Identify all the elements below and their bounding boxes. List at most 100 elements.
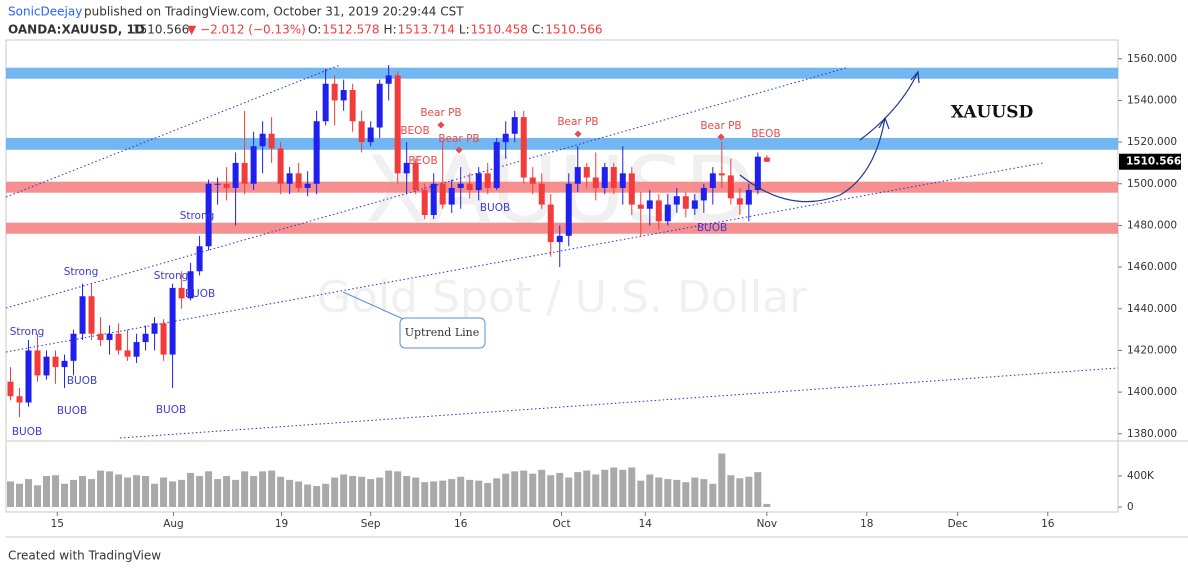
volume-bar bbox=[430, 481, 438, 507]
candle-body bbox=[16, 396, 23, 403]
volume-bar bbox=[232, 479, 240, 507]
annotation: BEOB bbox=[751, 128, 780, 140]
annotation: BUOB bbox=[156, 404, 186, 416]
volume-bar bbox=[268, 470, 276, 507]
price: 1510.566 bbox=[132, 23, 189, 37]
candle-body bbox=[142, 333, 149, 343]
volume-bar bbox=[691, 477, 699, 507]
x-tick-label: 14 bbox=[639, 518, 653, 530]
marker bbox=[574, 130, 582, 138]
ohlc-label: O: bbox=[308, 23, 321, 37]
volume-bar bbox=[295, 481, 303, 507]
annotation: BEOB bbox=[400, 125, 429, 137]
volume-bar bbox=[331, 477, 339, 507]
annotation: Strong bbox=[154, 270, 189, 282]
volume-bar bbox=[673, 479, 681, 507]
volume-bar bbox=[736, 478, 744, 507]
volume-bar bbox=[61, 483, 69, 507]
volume-bar bbox=[637, 480, 645, 507]
y-tick-label: 1400.000 bbox=[1127, 386, 1177, 398]
candle-body bbox=[502, 133, 509, 143]
volume-bar bbox=[439, 480, 447, 507]
marker bbox=[455, 146, 463, 154]
volume-bar bbox=[7, 481, 15, 507]
candle-body bbox=[25, 350, 32, 403]
volume-bar bbox=[160, 477, 168, 507]
candle-body bbox=[133, 342, 140, 357]
candle-body bbox=[583, 167, 590, 178]
candle-body bbox=[124, 350, 131, 357]
ohlc-label: H: bbox=[384, 23, 397, 37]
candle-body bbox=[682, 196, 689, 209]
x-tick-label: 18 bbox=[860, 518, 873, 530]
x-tick-label: 15 bbox=[51, 518, 64, 530]
zone bbox=[6, 222, 1118, 234]
candle-body bbox=[421, 190, 428, 215]
annotation: Bear PB bbox=[420, 107, 461, 119]
x-tick-label: Aug bbox=[163, 518, 184, 530]
volume-bar bbox=[421, 482, 429, 507]
volume-bar bbox=[583, 470, 591, 507]
volume-bar bbox=[610, 467, 618, 507]
x-tick-label: Dec bbox=[948, 518, 969, 530]
volume-bar bbox=[682, 482, 690, 507]
trend-line bbox=[119, 367, 1119, 439]
volume-bar bbox=[745, 476, 753, 507]
volume-bar bbox=[196, 476, 204, 507]
callout-box bbox=[399, 317, 486, 349]
watermark: Gold Spot / U.S. Dollar bbox=[317, 272, 808, 323]
candle-body bbox=[412, 162, 419, 190]
candle-body bbox=[295, 173, 302, 188]
volume-bar bbox=[502, 473, 510, 507]
volume-bar bbox=[493, 478, 501, 507]
candle-body bbox=[430, 183, 437, 215]
candle-body bbox=[520, 117, 527, 178]
candle-body bbox=[466, 183, 473, 190]
last-price-box bbox=[1119, 153, 1181, 170]
volume-bar bbox=[52, 475, 60, 507]
x-tick-label: 19 bbox=[275, 518, 288, 530]
candle-body bbox=[691, 200, 698, 209]
candle-body bbox=[628, 173, 635, 205]
candle-body bbox=[709, 173, 716, 188]
x-tick-label: Sep bbox=[361, 518, 381, 530]
volume-bar bbox=[205, 471, 213, 507]
y-tick-label: 1480.000 bbox=[1127, 219, 1177, 231]
candle-body bbox=[178, 287, 185, 299]
candle-body bbox=[7, 381, 14, 397]
candle-body bbox=[439, 183, 446, 205]
ohlc-value: 1512.578 bbox=[322, 23, 379, 37]
volume-bar bbox=[547, 475, 555, 507]
candle-body bbox=[529, 177, 536, 184]
candle-body bbox=[655, 200, 662, 222]
y-tick-label: 1540.000 bbox=[1127, 94, 1177, 106]
volume-bar bbox=[448, 479, 456, 507]
volume-bar bbox=[655, 477, 663, 507]
volume-bar bbox=[565, 477, 573, 507]
volume-bar bbox=[349, 476, 357, 507]
author: SonicDeejay bbox=[8, 5, 82, 19]
candle-body bbox=[745, 190, 752, 205]
ohlc: O: 1512.578 H: 1513.714 L: 1510.458 C: 1510.566 bbox=[308, 23, 603, 37]
volume-bar bbox=[520, 470, 528, 507]
annotation: BUOB bbox=[57, 405, 87, 417]
footer: Created with TradingView bbox=[8, 549, 161, 563]
candle-body bbox=[700, 187, 707, 201]
volume-bar bbox=[70, 479, 78, 507]
volume-bar bbox=[628, 467, 636, 507]
volume-bar bbox=[97, 470, 105, 507]
y-tick-label: 1440.000 bbox=[1127, 303, 1177, 315]
candle-body bbox=[538, 183, 545, 205]
candle-body bbox=[205, 183, 212, 247]
volume-bar bbox=[79, 476, 87, 507]
y-tick-label: 1560.000 bbox=[1127, 53, 1177, 65]
candle-body bbox=[601, 167, 608, 188]
candle-body bbox=[646, 200, 653, 209]
annotation: BUOB bbox=[185, 288, 215, 300]
candle-body bbox=[358, 121, 365, 143]
y-tick-label: 1520.000 bbox=[1127, 136, 1177, 148]
annotation: Bear PB bbox=[557, 116, 598, 128]
marker bbox=[437, 121, 445, 129]
volume-bar bbox=[754, 472, 762, 507]
arrow-head bbox=[910, 70, 920, 84]
